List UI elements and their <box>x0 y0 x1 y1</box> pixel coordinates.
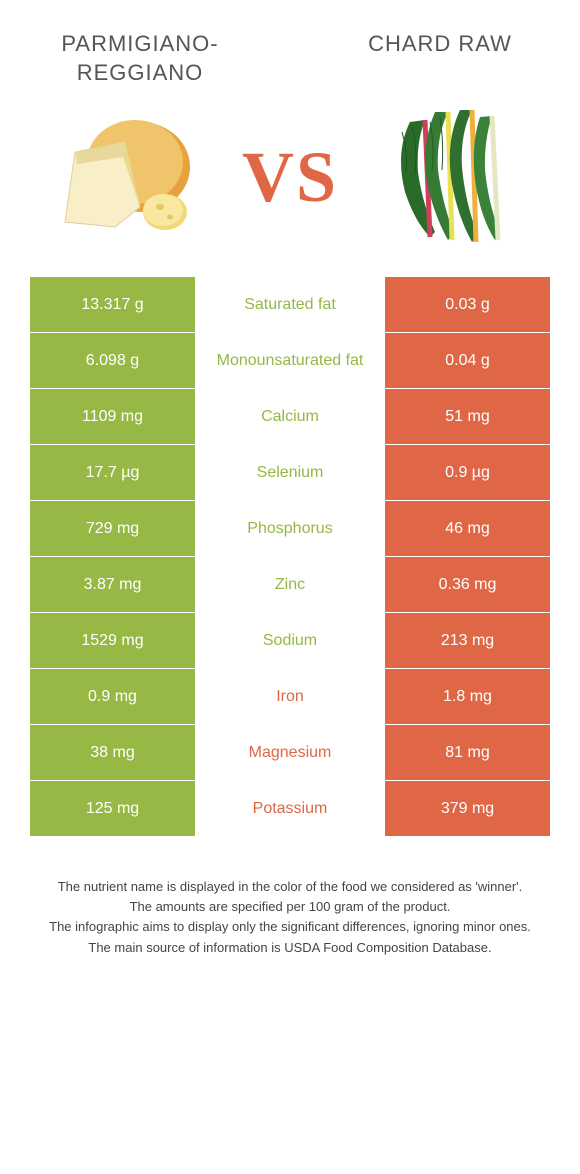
table-row: 729 mgPhosphorus46 mg <box>30 501 550 557</box>
cell-left-value: 3.87 mg <box>30 557 195 612</box>
cell-nutrient-label: Sodium <box>195 613 385 668</box>
cell-left-value: 0.9 mg <box>30 669 195 724</box>
cell-right-value: 379 mg <box>385 781 550 836</box>
cell-nutrient-label: Magnesium <box>195 725 385 780</box>
cell-nutrient-label: Phosphorus <box>195 501 385 556</box>
cell-left-value: 38 mg <box>30 725 195 780</box>
footer-line: The infographic aims to display only the… <box>30 917 550 937</box>
cell-nutrient-label: Selenium <box>195 445 385 500</box>
food-left-title: PARMIGIANO-REGGIANO <box>40 30 240 87</box>
cell-left-value: 1529 mg <box>30 613 195 668</box>
cell-nutrient-label: Iron <box>195 669 385 724</box>
table-row: 125 mgPotassium379 mg <box>30 781 550 837</box>
table-row: 38 mgMagnesium81 mg <box>30 725 550 781</box>
cell-right-value: 0.04 g <box>385 333 550 388</box>
cell-nutrient-label: Potassium <box>195 781 385 836</box>
cell-left-value: 729 mg <box>30 501 195 556</box>
images-row: VS <box>0 97 580 277</box>
cell-right-value: 51 mg <box>385 389 550 444</box>
footer-line: The amounts are specified per 100 gram o… <box>30 897 550 917</box>
cell-nutrient-label: Monounsaturated fat <box>195 333 385 388</box>
cell-right-value: 46 mg <box>385 501 550 556</box>
table-row: 0.9 mgIron1.8 mg <box>30 669 550 725</box>
food-left-image <box>40 102 210 252</box>
cell-right-value: 0.36 mg <box>385 557 550 612</box>
footer-line: The main source of information is USDA F… <box>30 938 550 958</box>
table-row: 13.317 gSaturated fat0.03 g <box>30 277 550 333</box>
footer-notes: The nutrient name is displayed in the co… <box>0 837 580 978</box>
nutrient-table: 13.317 gSaturated fat0.03 g6.098 gMonoun… <box>0 277 580 837</box>
cell-left-value: 6.098 g <box>30 333 195 388</box>
table-row: 3.87 mgZinc0.36 mg <box>30 557 550 613</box>
cell-right-value: 1.8 mg <box>385 669 550 724</box>
cell-nutrient-label: Zinc <box>195 557 385 612</box>
table-row: 1109 mgCalcium51 mg <box>30 389 550 445</box>
cell-right-value: 0.9 µg <box>385 445 550 500</box>
cell-left-value: 17.7 µg <box>30 445 195 500</box>
table-row: 17.7 µgSelenium0.9 µg <box>30 445 550 501</box>
cell-nutrient-label: Saturated fat <box>195 277 385 332</box>
cell-right-value: 0.03 g <box>385 277 550 332</box>
header: PARMIGIANO-REGGIANO CHARD RAW <box>0 0 580 97</box>
vs-label: VS <box>242 136 338 219</box>
table-row: 1529 mgSodium213 mg <box>30 613 550 669</box>
cell-left-value: 13.317 g <box>30 277 195 332</box>
cell-right-value: 213 mg <box>385 613 550 668</box>
cheese-icon <box>45 112 205 242</box>
cell-left-value: 1109 mg <box>30 389 195 444</box>
chard-icon <box>380 102 530 252</box>
cell-left-value: 125 mg <box>30 781 195 836</box>
footer-line: The nutrient name is displayed in the co… <box>30 877 550 897</box>
food-right-title: CHARD RAW <box>340 30 540 59</box>
food-right-image <box>370 102 540 252</box>
table-row: 6.098 gMonounsaturated fat0.04 g <box>30 333 550 389</box>
cell-right-value: 81 mg <box>385 725 550 780</box>
cell-nutrient-label: Calcium <box>195 389 385 444</box>
